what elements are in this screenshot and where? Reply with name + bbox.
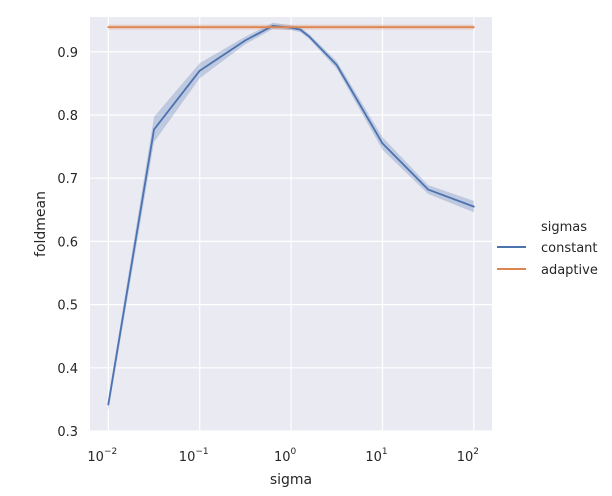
- x-tick-label-4: 102: [457, 447, 479, 465]
- y-tick-label-6: 0.9: [57, 46, 78, 61]
- grid: [90, 17, 492, 432]
- line-constant: [107, 24, 475, 406]
- y-tick-label-5: 0.8: [57, 109, 78, 124]
- legend-label-adaptive: adaptive: [541, 263, 598, 278]
- y-tick-label-4: 0.7: [57, 172, 78, 187]
- x-tick-labels: 10−2 10−1 100 101 102: [87, 447, 479, 465]
- legend-title: sigmas: [541, 220, 587, 235]
- x-axis-label: sigma: [270, 472, 312, 488]
- y-tick-label-1: 0.4: [57, 362, 78, 377]
- legend-label-constant: constant: [541, 241, 598, 256]
- x-tick-label-1: 10−1: [179, 447, 209, 465]
- y-tick-labels: 0.3 0.4 0.5 0.6 0.7 0.8 0.9: [57, 46, 78, 440]
- y-axis-label: foldmean: [33, 191, 49, 257]
- legend: sigmas constant adaptive: [497, 220, 598, 278]
- y-tick-label-3: 0.6: [57, 235, 78, 250]
- x-tick-label-2: 100: [274, 447, 297, 465]
- series-lines: [107, 24, 475, 406]
- x-tick-label-0: 10−2: [87, 447, 117, 465]
- y-tick-label-2: 0.5: [57, 299, 78, 314]
- y-tick-label-0: 0.3: [57, 425, 78, 440]
- x-tick-label-3: 101: [365, 447, 387, 465]
